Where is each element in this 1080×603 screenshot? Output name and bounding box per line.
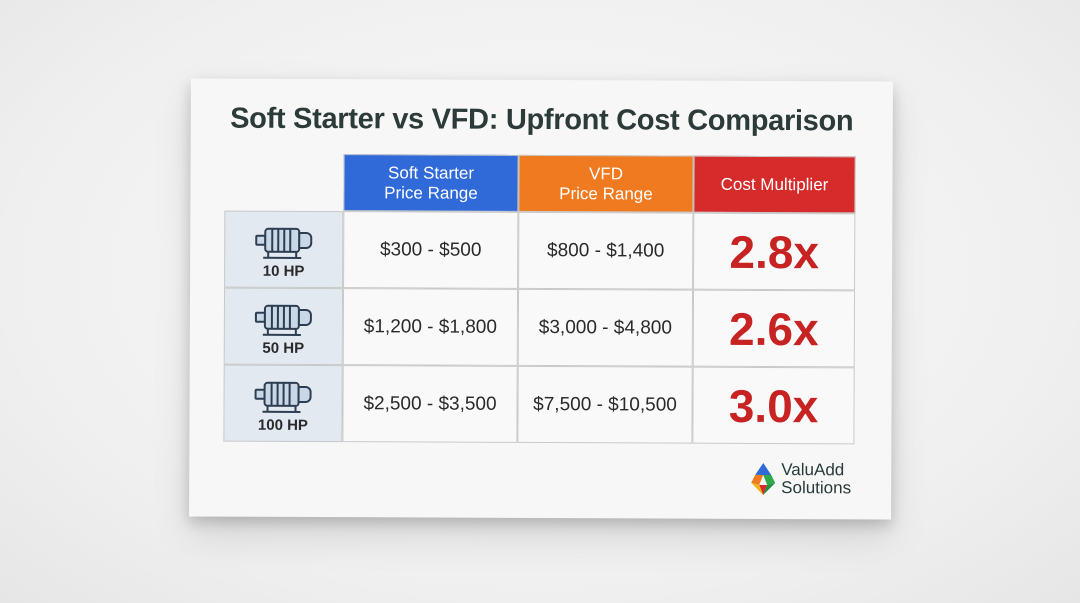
hp-cell: 10 HP — [224, 210, 344, 289]
motor-icon — [254, 227, 312, 259]
table-row: 100 HP $2,500 - $3,500 $7,500 - $10,500 … — [223, 364, 855, 445]
page-title: Soft Starter vs VFD: Upfront Cost Compar… — [230, 102, 854, 138]
hp-label: 10 HP — [262, 262, 305, 280]
cost-multiplier-cell: 2.8x — [693, 212, 856, 291]
table-row: 50 HP $1,200 - $1,800 $3,000 - $4,800 2.… — [223, 287, 856, 368]
valuadd-logo-icon — [751, 462, 776, 495]
header-cost-multiplier-label: Cost Multiplier — [720, 174, 829, 194]
logo-line2: Solutions — [781, 478, 852, 498]
hp-cell: 50 HP — [223, 287, 344, 366]
header-cost-multiplier: Cost Multiplier — [693, 155, 856, 214]
company-logo: ValuAdd Solutions — [749, 459, 879, 500]
cost-multiplier-cell: 3.0x — [692, 366, 855, 445]
logo-text: ValuAdd Solutions — [781, 460, 852, 498]
soft-starter-price-cell: $2,500 - $3,500 — [342, 365, 518, 443]
header-soft-starter-line2: Price Range — [384, 182, 478, 203]
motor-icon — [254, 304, 312, 336]
hp-label: 100 HP — [257, 416, 308, 434]
vfd-price-cell: $3,000 - $4,800 — [517, 288, 694, 367]
soft-starter-price-cell: $300 - $500 — [343, 211, 519, 289]
vfd-price-cell: $800 - $1,400 — [518, 211, 694, 290]
logo-line1: ValuAdd — [781, 460, 845, 480]
comparison-card: Soft Starter vs VFD: Upfront Cost Compar… — [189, 78, 893, 520]
header-vfd-line1: VFD — [589, 163, 624, 183]
hp-label: 50 HP — [262, 339, 305, 357]
header-vfd: VFD Price Range — [518, 154, 694, 213]
table-row: 10 HP $300 - $500 $800 - $1,400 2.8x — [224, 210, 856, 291]
motor-icon — [254, 381, 312, 413]
vfd-price-cell: $7,500 - $10,500 — [517, 365, 693, 444]
hp-cell: 100 HP — [223, 364, 343, 443]
cost-multiplier-cell: 2.6x — [692, 289, 856, 368]
soft-starter-price-cell: $1,200 - $1,800 — [342, 288, 519, 366]
header-soft-starter: Soft Starter Price Range — [343, 154, 519, 212]
header-vfd-line2: Price Range — [559, 183, 653, 203]
header-soft-starter-line1: Soft Starter — [388, 162, 475, 183]
